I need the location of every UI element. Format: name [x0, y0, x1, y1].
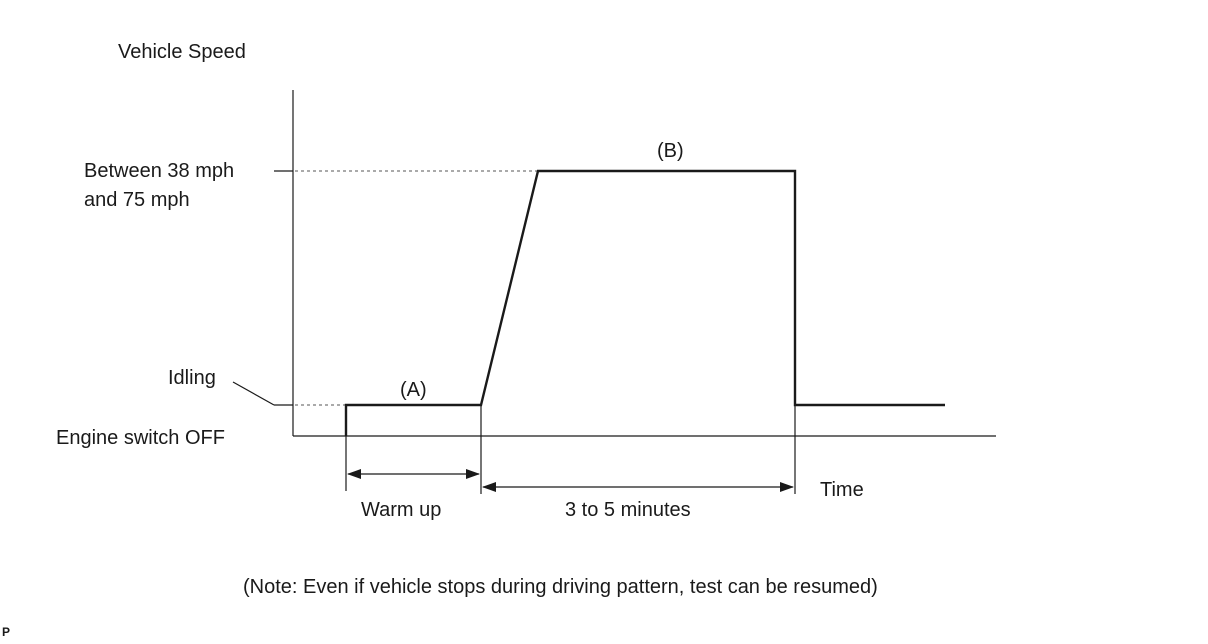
idling-label: Idling — [168, 367, 216, 389]
speed-profile-line — [344, 169, 945, 436]
corner-mark: P — [2, 625, 11, 639]
phase-b-label: (B) — [657, 140, 684, 162]
idling-leader-line — [232, 381, 275, 406]
note-text: (Note: Even if vehicle stops during driv… — [243, 576, 878, 598]
phase-a-label: (A) — [400, 379, 427, 401]
speed-level-label-line1: Between 38 mph — [84, 160, 235, 182]
engine-off-label: Engine switch OFF — [56, 427, 225, 449]
speed-level-label-line2: and 75 mph — [84, 189, 190, 211]
x-axis-label: Time — [820, 479, 864, 501]
warm-up-label: Warm up — [361, 499, 442, 521]
drive-duration-label: 3 to 5 minutes — [565, 499, 691, 521]
y-axis-label: Vehicle Speed — [118, 41, 246, 63]
